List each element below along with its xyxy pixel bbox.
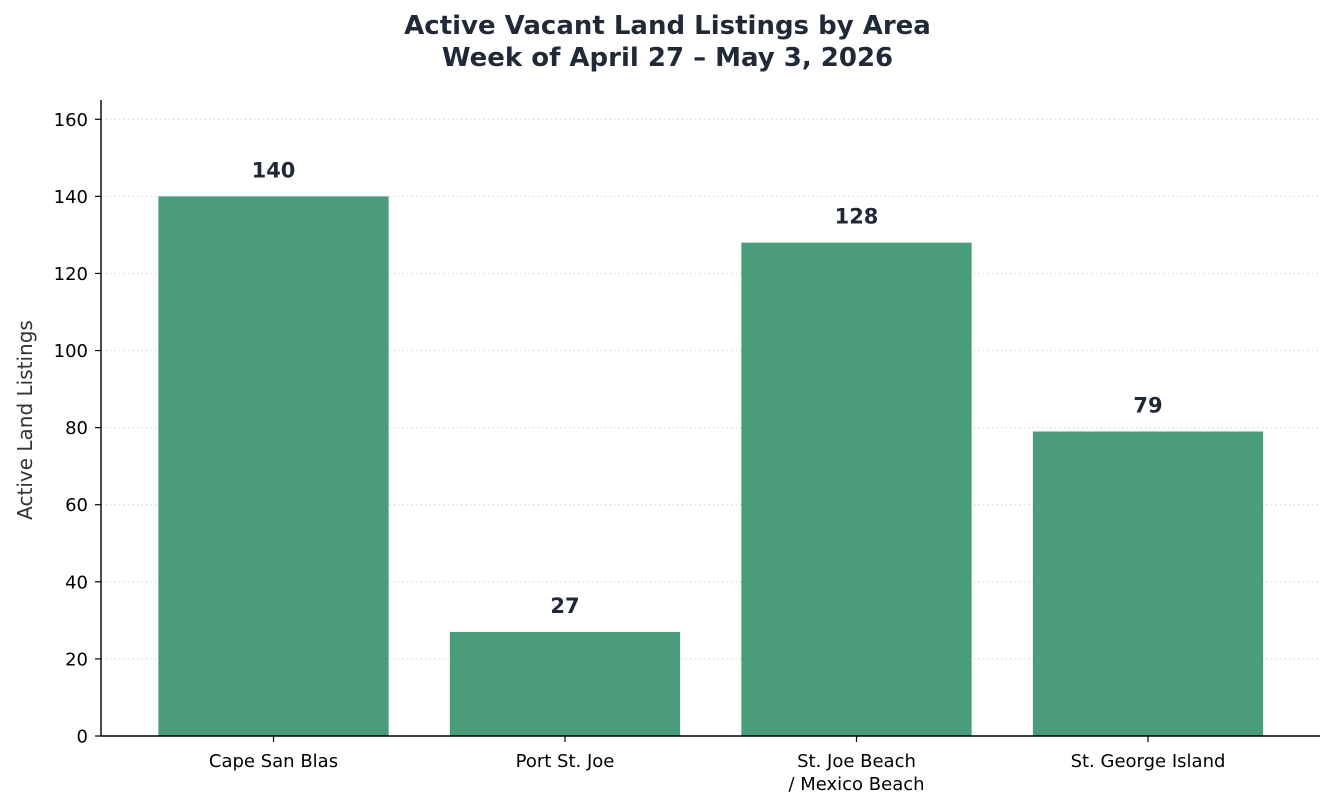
y-tick-label: 120 [54, 264, 88, 285]
bar-value-label: 27 [550, 594, 579, 618]
bar-value-label: 128 [835, 205, 879, 229]
value-labels: 140 27 128 79 [252, 158, 1163, 618]
y-tick-label: 40 [65, 572, 88, 593]
chart-title-line: Active Vacant Land Listings by Area [404, 11, 931, 41]
y-tick-label: 0 [77, 727, 88, 748]
bar [158, 196, 389, 736]
bar-value-label: 140 [252, 158, 296, 182]
bar [741, 242, 972, 737]
x-tick-label: Cape San Blas [209, 751, 338, 772]
y-tick-label: 20 [65, 649, 88, 670]
y-axis-label: Active Land Listings [13, 320, 37, 520]
y-axis: 0 20 40 60 80 100 120 140 160 [54, 100, 102, 748]
bar [1032, 431, 1264, 736]
y-tick-label: 60 [65, 495, 88, 516]
x-tick-label: / Mexico Beach [788, 774, 924, 795]
x-tick-label: St. George Island [1071, 751, 1226, 772]
y-tick-label: 160 [54, 110, 88, 131]
bar [449, 631, 681, 736]
x-axis: Cape San Blas Port St. Joe St. Joe Beach/ … [101, 735, 1320, 795]
bar-value-label: 79 [1133, 393, 1162, 417]
chart-subtitle-line: Week of April 27 – May 3, 2026 [441, 43, 894, 73]
y-tick-label: 140 [54, 187, 88, 208]
chart-title: Active Vacant Land Listings by Area Week… [0, 10, 1335, 74]
y-tick-label: 100 [54, 341, 88, 362]
y-tick-label: 80 [65, 418, 88, 439]
x-tick-label: Port St. Joe [516, 751, 615, 772]
bars [158, 196, 1264, 737]
x-tick-label: St. Joe Beach [797, 751, 916, 772]
